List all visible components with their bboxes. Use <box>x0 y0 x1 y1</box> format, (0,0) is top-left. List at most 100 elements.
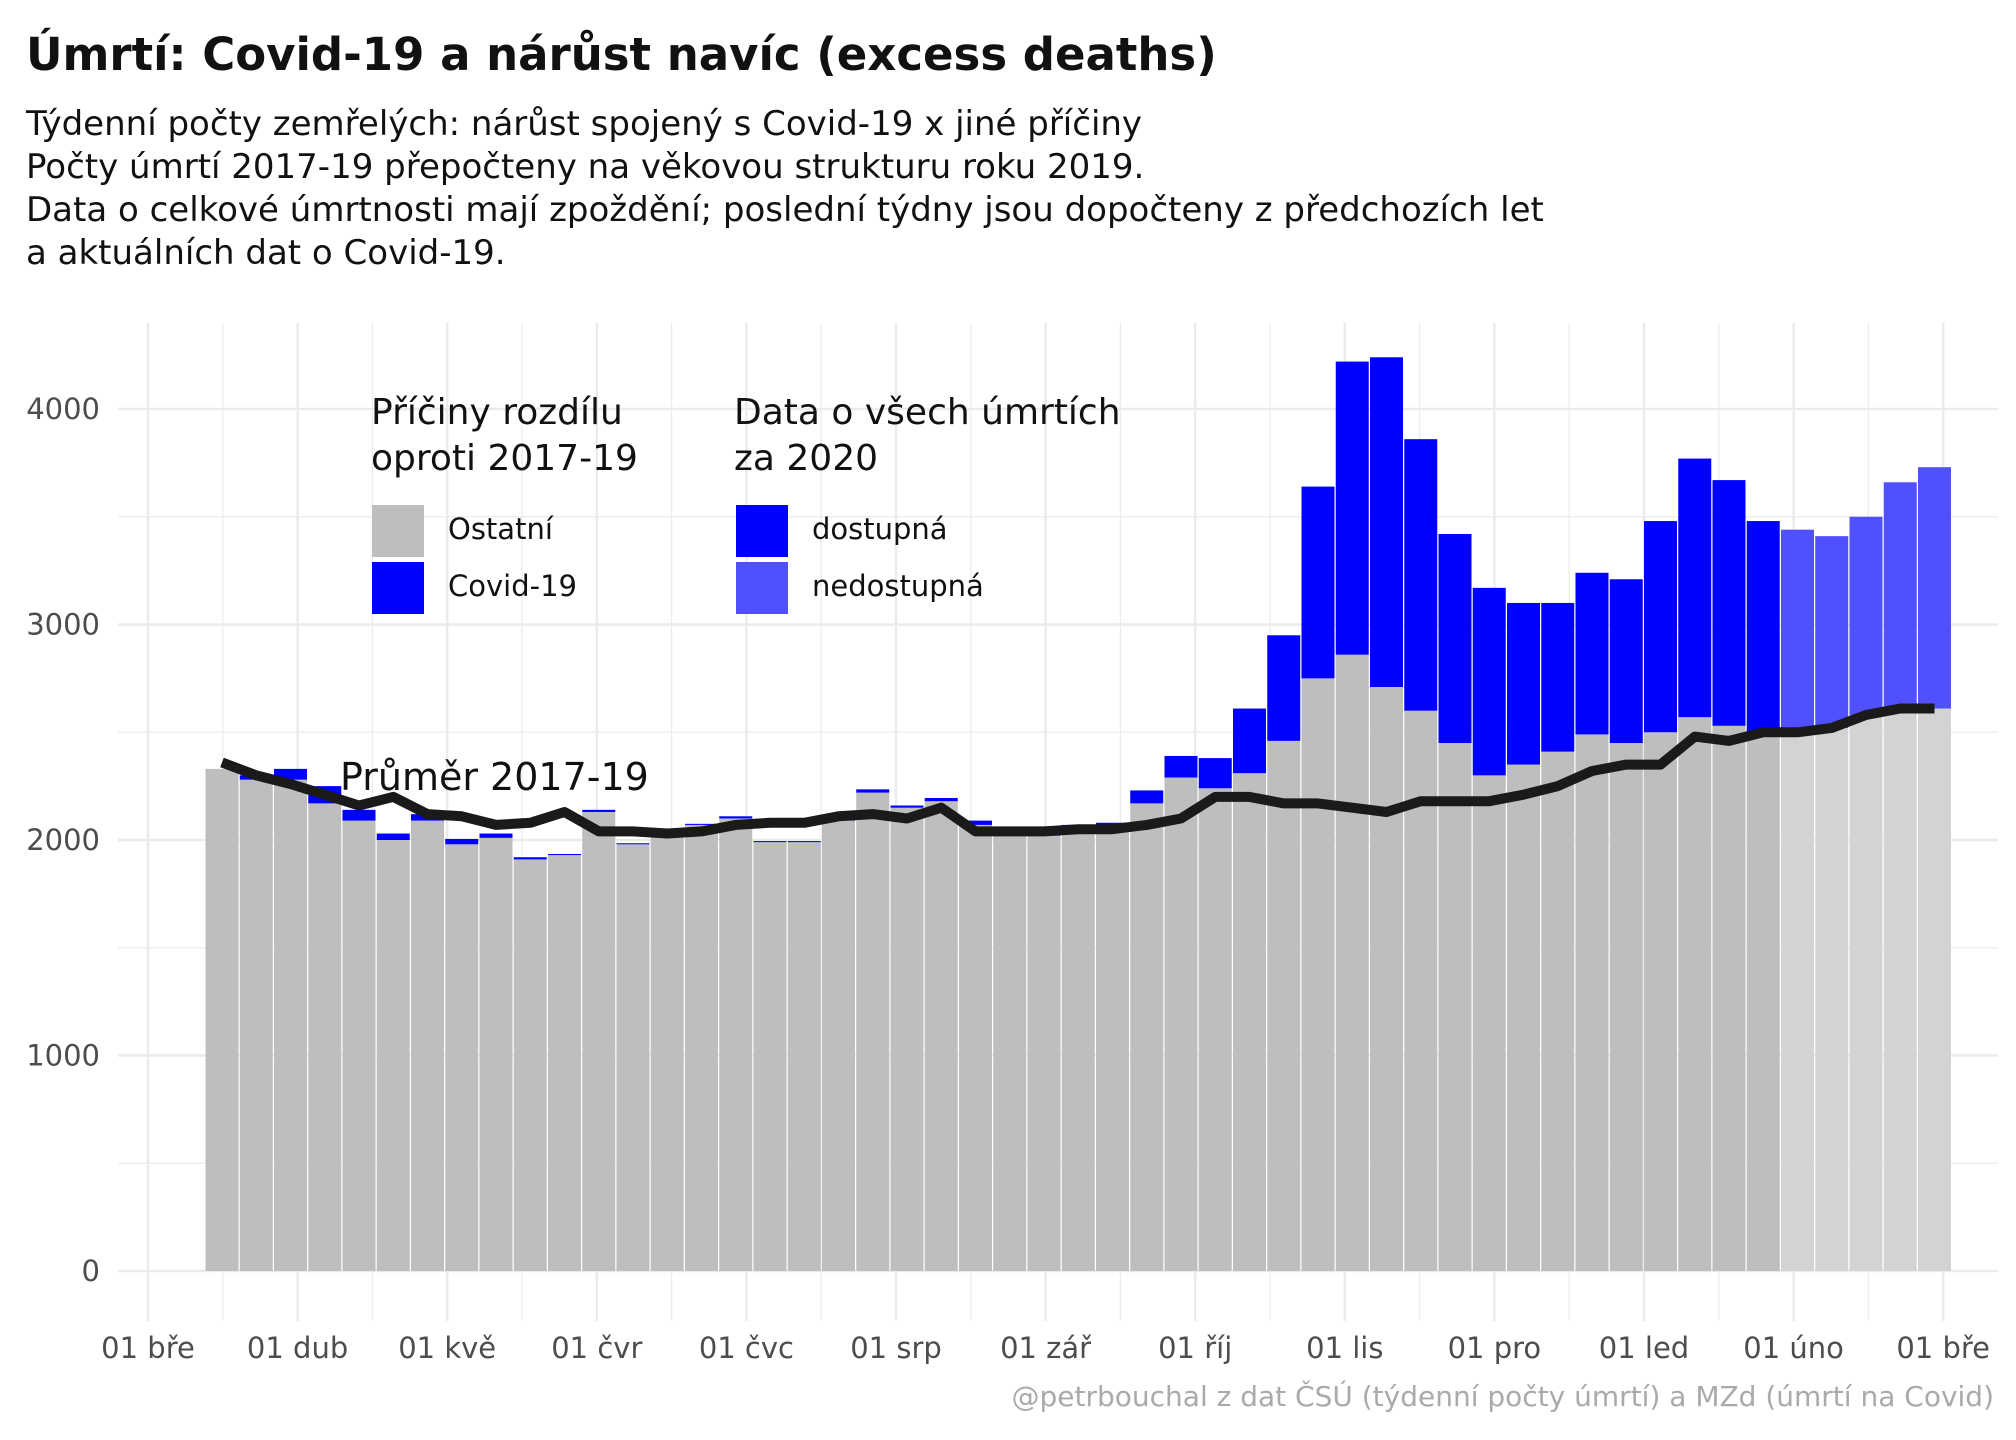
bar-covid <box>787 841 821 843</box>
legend-availability-title-line-1: Data o všech úmrtích <box>734 392 1121 433</box>
bar-covid <box>445 838 479 845</box>
bar-other <box>548 855 581 1271</box>
bar-other <box>239 779 273 1271</box>
bar-other <box>1678 717 1712 1271</box>
bar-other <box>822 820 855 1271</box>
bar-covid <box>890 805 924 808</box>
bar-covid <box>582 809 616 812</box>
subtitle-line-1: Týdenní počty zemřelých: nárůst spojený … <box>26 104 1143 144</box>
y-tick-label: 1000 <box>26 1039 100 1073</box>
bar-other <box>1507 764 1540 1271</box>
bar-other <box>1712 725 1746 1271</box>
bar-covid <box>959 820 992 825</box>
bar-other <box>1198 788 1232 1271</box>
bar-other <box>411 820 444 1271</box>
bar-covid <box>1130 790 1164 804</box>
bar-covid <box>1678 458 1712 718</box>
bar-other <box>582 811 616 1271</box>
average-line-group <box>220 703 1935 839</box>
bar-other <box>1746 734 1780 1271</box>
bar-covid <box>1815 536 1849 728</box>
average-line <box>220 703 1935 839</box>
x-tick-label: 01 úno <box>1743 1331 1844 1365</box>
bar-covid <box>1198 758 1232 789</box>
legend-key-covid <box>372 562 424 614</box>
bar-other <box>513 859 547 1271</box>
bar-covid <box>1335 361 1369 655</box>
bar-other <box>993 831 1027 1271</box>
bar-covid <box>1644 521 1677 733</box>
legend-key-other <box>372 505 424 557</box>
bar-other <box>1164 777 1198 1271</box>
legend-key-unavailable <box>736 562 788 614</box>
bar-covid <box>1164 755 1198 778</box>
bar-other <box>1404 710 1438 1271</box>
bar-other <box>1541 751 1575 1271</box>
bar-other <box>1781 732 1814 1271</box>
bar-other <box>685 824 718 1271</box>
bar-covid <box>376 833 410 840</box>
bar-other <box>1472 775 1506 1271</box>
bar-covid <box>479 833 513 838</box>
bar-other <box>1918 708 1951 1271</box>
bar-covid <box>1712 480 1746 726</box>
bar-other <box>308 803 342 1271</box>
bar-other <box>205 768 239 1271</box>
bar-covid <box>1370 357 1403 687</box>
bar-covid <box>1438 533 1472 744</box>
bar-covid <box>1301 486 1335 679</box>
bar-covid <box>1609 579 1643 744</box>
bar-covid <box>1883 482 1917 709</box>
legend-label-available: dostupná <box>812 512 948 546</box>
bar-covid <box>1541 602 1575 752</box>
x-tick-label: 01 led <box>1599 1331 1689 1365</box>
x-tick-label: 01 pro <box>1448 1331 1542 1365</box>
bar-other <box>1609 743 1643 1271</box>
bar-other <box>616 844 650 1271</box>
bar-covid <box>1918 467 1951 709</box>
bar-other <box>890 807 924 1271</box>
bar-other <box>445 844 479 1271</box>
legend-label-other: Ostatní <box>448 512 553 546</box>
bar-covid <box>1781 529 1814 733</box>
legend-causes-title-line-1: Příčiny rozdílu <box>371 392 623 433</box>
bar-other <box>650 831 684 1271</box>
bar-other <box>479 837 513 1271</box>
x-tick-label: 01 kvě <box>398 1331 496 1365</box>
bar-covid <box>1404 439 1438 711</box>
bar-covid <box>924 797 958 802</box>
x-tick-label: 01 zář <box>1000 1331 1092 1365</box>
bar-covid <box>856 789 890 793</box>
bar-covid <box>1575 572 1609 735</box>
bar-other <box>924 801 958 1271</box>
bar-covid <box>1233 708 1266 774</box>
x-tick-label: 01 čvc <box>699 1331 794 1365</box>
x-tick-label: 01 lis <box>1306 1331 1383 1365</box>
bar-other <box>1061 829 1095 1271</box>
x-tick-label: 01 čvr <box>551 1331 642 1365</box>
subtitle-line-2: Počty úmrtí 2017-19 přepočteny na věkovo… <box>26 147 1145 187</box>
bar-covid <box>616 843 650 845</box>
legend-label-covid: Covid-19 <box>448 569 577 603</box>
bar-covid <box>548 854 581 856</box>
bar-covid <box>342 809 376 821</box>
bar-other <box>1849 717 1883 1271</box>
x-tick-label: 01 bře <box>101 1331 195 1365</box>
legend-availability-title-line-2: za 2020 <box>734 438 879 479</box>
source-caption: @petrbouchal z dat ČSÚ (týdenní počty úm… <box>1011 1380 1994 1413</box>
y-tick-label: 0 <box>82 1254 100 1288</box>
bar-other <box>1096 827 1129 1271</box>
bar-covid <box>513 857 547 860</box>
y-tick-label: 3000 <box>26 608 100 642</box>
bar-other <box>719 818 753 1271</box>
bar-covid <box>1849 516 1883 718</box>
bar-covid <box>685 823 718 825</box>
y-tick-label: 4000 <box>26 392 100 426</box>
x-tick-label: 01 srp <box>850 1331 942 1365</box>
y-tick-label: 2000 <box>26 823 100 857</box>
bar-covid <box>1507 602 1540 765</box>
bar-covid <box>719 816 753 819</box>
bar-other <box>274 779 307 1271</box>
bar-other <box>1027 835 1061 1271</box>
bar-other <box>342 820 376 1271</box>
